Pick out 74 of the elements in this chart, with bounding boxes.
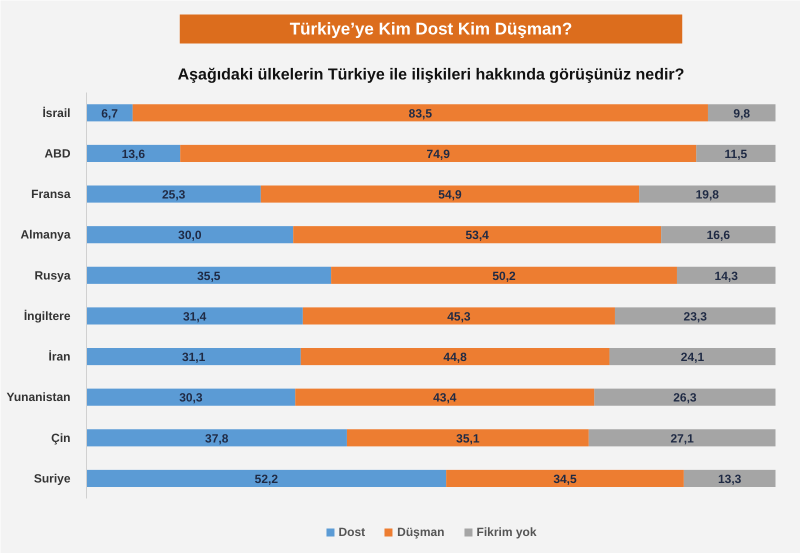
data-label: 6,7 — [101, 106, 118, 120]
data-label: 34,5 — [553, 472, 578, 486]
bar — [300, 348, 610, 366]
data-label: 23,3 — [684, 309, 708, 324]
bar — [86, 144, 180, 162]
bar — [132, 104, 708, 122]
bar — [293, 226, 662, 244]
data-label: 13,3 — [718, 472, 742, 486]
data-label: 11,5 — [724, 146, 748, 161]
data-label: 35,1 — [456, 431, 480, 446]
legend-label: Fikrim yok — [476, 525, 537, 539]
y-tick-label: Rusya — [34, 268, 71, 282]
data-label: 30,3 — [179, 390, 203, 405]
data-label: 24,1 — [680, 350, 704, 364]
y-tick-label: ABD — [44, 146, 71, 160]
chart-title: Türkiye’ye Kim Dost Kim Düşman? — [290, 20, 572, 38]
y-tick-label: İsrail — [42, 106, 71, 120]
data-label: 74,9 — [426, 146, 450, 161]
bar — [661, 226, 776, 244]
data-label: 31,4 — [182, 309, 207, 324]
y-tick-label: İran — [48, 350, 71, 364]
data-label: 52,2 — [254, 472, 278, 486]
y-tick-label: Almanya — [20, 228, 71, 242]
bar — [609, 348, 776, 366]
y-tick-label: Çin — [51, 430, 71, 445]
data-label: 19,8 — [696, 188, 720, 202]
data-label: 26,3 — [673, 390, 697, 405]
bar — [86, 429, 347, 446]
data-label: 45,3 — [447, 309, 471, 324]
bar — [295, 388, 594, 406]
bar — [639, 186, 776, 203]
data-label: 14,3 — [714, 268, 738, 283]
data-label: 83,5 — [408, 106, 432, 120]
data-label: 50,2 — [492, 268, 516, 283]
bar — [86, 226, 294, 244]
bar — [260, 186, 640, 203]
data-label: 27,1 — [670, 431, 694, 446]
data-label: 53,4 — [465, 228, 490, 242]
bar — [446, 470, 684, 487]
y-tick-label: İngiltere — [24, 308, 71, 323]
data-label: 44,8 — [443, 350, 468, 364]
bar — [86, 186, 261, 203]
bar — [86, 348, 301, 366]
bar — [86, 266, 332, 284]
bar — [588, 429, 776, 446]
data-label: 43,4 — [433, 390, 457, 405]
data-label: 37,8 — [205, 431, 229, 446]
bar — [180, 144, 696, 162]
data-label: 13,6 — [122, 146, 146, 161]
bar — [86, 307, 303, 324]
bar — [708, 104, 776, 122]
bar — [302, 307, 615, 324]
data-label: 31,1 — [182, 350, 206, 364]
data-label: 16,6 — [706, 228, 730, 242]
y-tick-label: Fransa — [31, 187, 71, 202]
bar — [86, 470, 446, 487]
bar — [684, 470, 776, 487]
bar — [86, 388, 296, 406]
bar — [331, 266, 677, 284]
data-label: 9,8 — [733, 106, 750, 120]
legend-label: Düşman — [397, 525, 444, 539]
bar — [676, 266, 776, 284]
data-label: 30,0 — [178, 228, 202, 242]
chart-subtitle: Aşağıdaki ülkelerin Türkiye ile ilişkileri hakkında görüşünüz nedir? — [178, 66, 684, 84]
bar — [696, 144, 776, 162]
bar — [594, 388, 776, 406]
data-label: 35,5 — [197, 268, 221, 283]
bar — [614, 307, 776, 324]
data-label: 25,3 — [162, 188, 186, 202]
bar — [346, 429, 589, 446]
data-label: 54,9 — [438, 188, 462, 202]
legend-label: Dost — [338, 525, 366, 539]
y-tick-label: Suriye — [34, 471, 71, 486]
y-tick-label: Yunanistan — [6, 390, 70, 404]
